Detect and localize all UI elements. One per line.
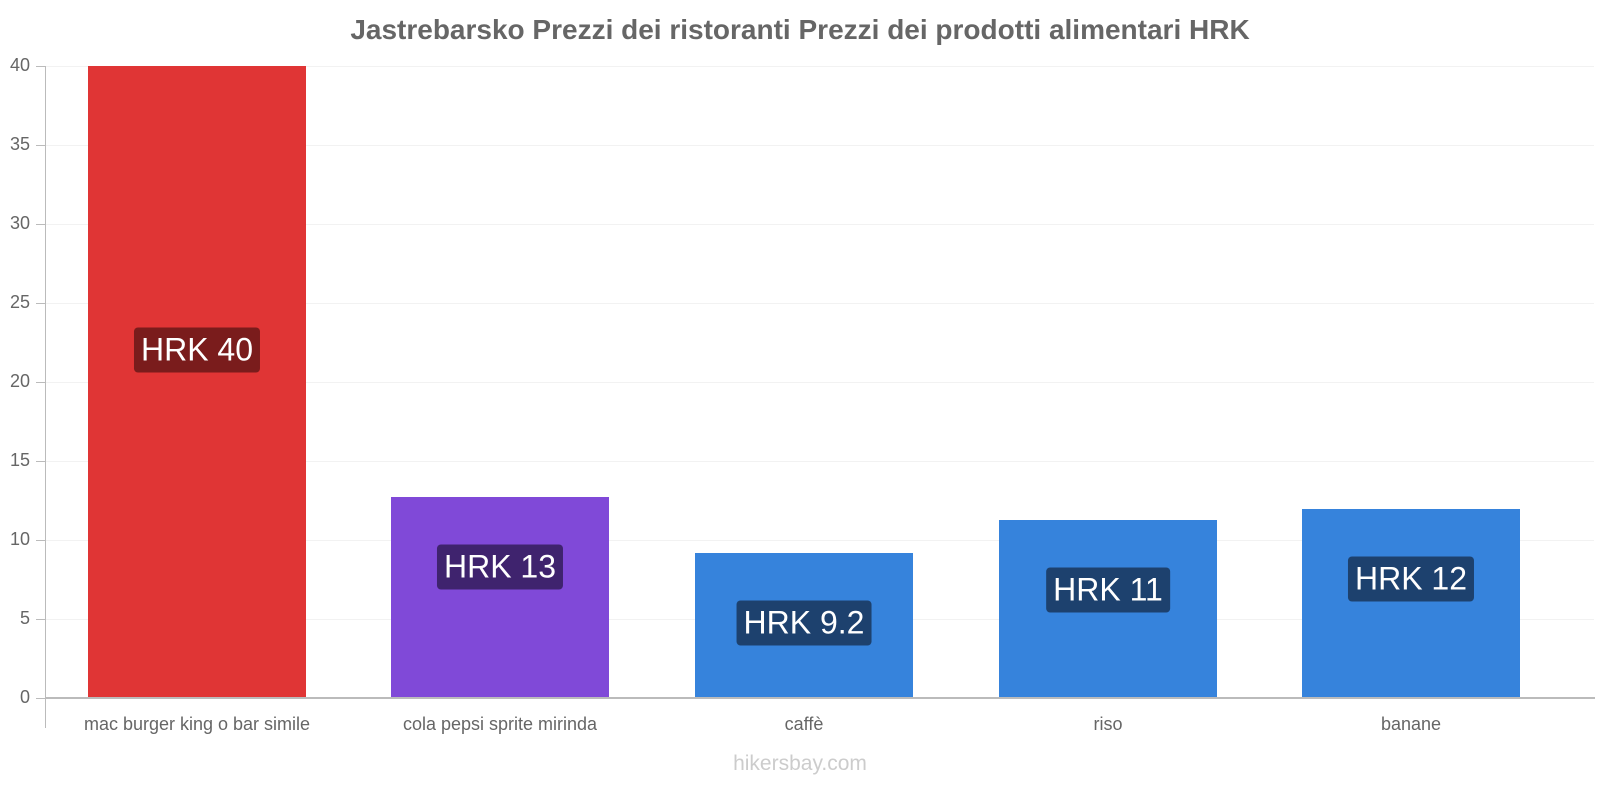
x-tick-label: banane	[1380, 714, 1442, 734]
bar[interactable]: HRK 13	[391, 496, 609, 698]
bar[interactable]: HRK 12	[1302, 509, 1520, 698]
gridline	[46, 461, 1594, 462]
bar-value-label: HRK 40	[133, 327, 261, 373]
x-axis-line	[45, 697, 1595, 699]
y-tick-mark	[36, 145, 46, 146]
watermark: hikersbay.com	[733, 752, 867, 775]
y-tick-label: 15	[9, 450, 30, 470]
x-tick-label: caffè	[784, 714, 824, 734]
gridline	[46, 224, 1594, 225]
x-tick-label: cola pepsi sprite mirinda	[402, 714, 598, 734]
x-tick-label: riso	[1093, 714, 1123, 734]
y-tick-mark	[36, 540, 46, 541]
y-tick-label: 5	[19, 608, 30, 628]
y-tick-mark	[36, 66, 46, 67]
y-tick-label: 0	[19, 687, 30, 707]
plot-area: HRK 40 HRK 13 HRK 9.2 HRK 11 HRK 12	[46, 66, 1594, 698]
y-tick-label: 20	[9, 371, 30, 391]
bar-value-label: HRK 13	[436, 544, 564, 590]
gridline	[46, 303, 1594, 304]
y-tick-mark	[36, 224, 46, 225]
y-tick-label: 35	[9, 134, 30, 154]
y-tick-label: 10	[9, 529, 30, 549]
bar-value-label: HRK 9.2	[736, 600, 872, 646]
y-tick-label: 40	[9, 55, 30, 75]
y-axis-line	[45, 66, 46, 728]
y-tick-label: 30	[9, 213, 30, 233]
y-tick-mark	[36, 698, 46, 699]
y-tick-mark	[36, 461, 46, 462]
y-tick-mark	[36, 303, 46, 304]
chart-title: Jastrebarsko Prezzi dei ristoranti Prezz…	[350, 14, 1250, 45]
y-tick-mark	[36, 382, 46, 383]
bar[interactable]: HRK 9.2	[695, 553, 913, 698]
gridline	[46, 382, 1594, 383]
bar-value-label: HRK 11	[1046, 567, 1170, 613]
y-tick-label: 25	[9, 292, 30, 312]
gridline	[46, 540, 1594, 541]
bar[interactable]: HRK 11	[999, 520, 1217, 698]
x-tick-label: mac burger king o bar simile	[83, 714, 311, 734]
gridline	[46, 66, 1594, 67]
bar-value-label: HRK 12	[1347, 556, 1475, 602]
y-tick-mark	[36, 619, 46, 620]
bar[interactable]: HRK 40	[88, 66, 306, 698]
gridline	[46, 145, 1594, 146]
